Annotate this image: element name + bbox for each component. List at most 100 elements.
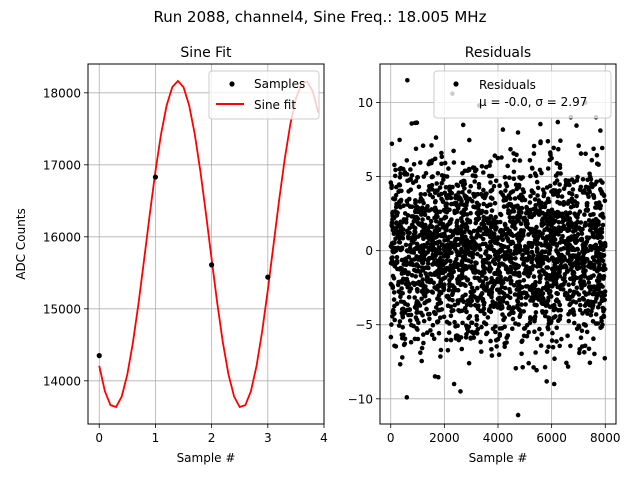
residual-point (561, 186, 567, 191)
residual-point (444, 201, 450, 206)
residual-point (514, 250, 519, 256)
residual-point (463, 257, 469, 263)
residual-point (585, 248, 591, 253)
residual-point (566, 311, 571, 317)
residual-point (542, 249, 547, 255)
residual-point (549, 266, 555, 272)
residual-point (447, 281, 452, 287)
sine-fit-title: Sine Fit (180, 45, 232, 61)
residual-point (457, 195, 462, 200)
residual-point (418, 350, 423, 356)
residual-point (459, 260, 465, 266)
residual-point (428, 230, 433, 236)
residual-point (484, 191, 489, 196)
residual-point (465, 298, 471, 303)
residual-point (524, 248, 530, 254)
residual-point (479, 164, 485, 169)
residual-point (428, 277, 434, 283)
residual-point (396, 189, 401, 194)
residual-point (397, 362, 403, 367)
residual-point (511, 176, 517, 182)
residual-point (443, 266, 449, 271)
residual-point (413, 230, 418, 235)
residual-point (447, 297, 452, 302)
residual-point (586, 346, 592, 352)
residual-point (414, 326, 419, 331)
residual-point (586, 280, 592, 285)
residual-point (421, 225, 426, 230)
residual-point (563, 263, 568, 268)
residual-point (389, 259, 395, 264)
residual-point (582, 212, 587, 217)
x-tick-label: 4 (320, 431, 328, 445)
residual-point (460, 183, 466, 188)
residual-point (600, 284, 605, 289)
residual-point (401, 270, 407, 276)
residual-point (548, 293, 553, 299)
residual-point (443, 185, 449, 190)
residual-point (534, 289, 539, 294)
residual-point (451, 229, 457, 234)
residual-point (420, 143, 426, 148)
residual-point (516, 182, 522, 188)
residual-point (579, 344, 585, 349)
residual-point (465, 168, 470, 173)
residual-point (517, 211, 522, 216)
residual-point (391, 215, 397, 221)
residual-point (588, 299, 594, 305)
residual-point (592, 234, 597, 240)
residual-point (565, 364, 571, 369)
residual-point (517, 314, 522, 320)
residual-point (412, 120, 418, 126)
residual-point (414, 299, 420, 304)
residual-point (471, 228, 477, 234)
residual-point (552, 237, 558, 242)
residual-point (553, 191, 558, 197)
residual-point (430, 194, 436, 200)
residual-point (557, 273, 563, 279)
residual-point (489, 208, 495, 213)
residual-point (553, 279, 558, 284)
residual-point (503, 266, 509, 272)
residual-point (566, 246, 572, 251)
residual-point (571, 269, 576, 275)
residual-point (463, 251, 468, 257)
residual-point (471, 270, 476, 275)
residual-point (519, 302, 524, 307)
residual-point (543, 271, 549, 277)
residual-point (578, 151, 584, 156)
residuals-y-ticks: −10 −5 0 5 10 (348, 96, 380, 406)
sine-fit-legend: Samples Sine fit (208, 70, 320, 120)
residual-point (543, 284, 549, 289)
residual-point (598, 128, 603, 133)
residual-point (436, 192, 442, 198)
residual-point (538, 140, 543, 146)
legend-residuals-label: Residuals (479, 78, 536, 92)
residual-point (483, 227, 489, 232)
residual-point (484, 287, 490, 293)
residual-point (495, 269, 500, 275)
residual-point (482, 300, 487, 306)
residual-point (531, 212, 537, 218)
residual-point (595, 292, 601, 298)
residual-point (473, 220, 479, 226)
residual-point (539, 300, 544, 306)
residual-point (581, 279, 586, 284)
residual-point (472, 302, 478, 308)
residual-point (601, 192, 606, 197)
residual-point (513, 226, 518, 231)
residual-point (427, 316, 432, 322)
residual-point (473, 173, 478, 179)
residual-point (538, 251, 544, 256)
residual-point (493, 227, 498, 232)
residual-point (498, 211, 503, 217)
residual-point (509, 308, 515, 314)
sine-fit-ylabel: ADC Counts (14, 208, 28, 280)
residual-point (400, 325, 406, 330)
residual-point (441, 247, 447, 252)
residual-point (578, 227, 583, 233)
residual-point (524, 258, 530, 263)
residual-point (439, 267, 445, 272)
residual-point (459, 216, 464, 221)
residual-point (585, 236, 591, 241)
